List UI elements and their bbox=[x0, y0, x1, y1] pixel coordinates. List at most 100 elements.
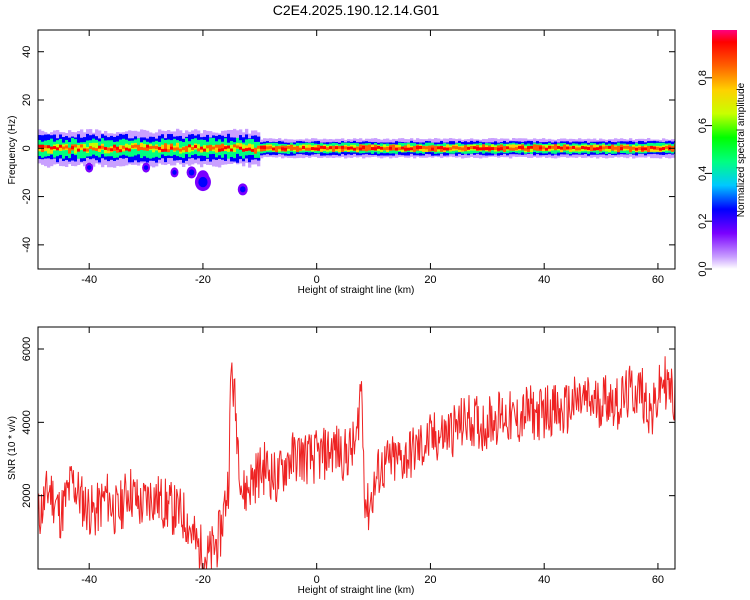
heatmap-cell bbox=[347, 146, 351, 150]
heatmap-cell bbox=[176, 142, 180, 149]
heatmap-cell bbox=[74, 147, 78, 154]
heatmap-cell bbox=[167, 144, 171, 151]
heatmap-cell bbox=[41, 146, 45, 153]
heatmap-cell bbox=[524, 147, 528, 151]
heatmap-cell bbox=[56, 147, 60, 151]
heatmap-cell bbox=[488, 147, 492, 151]
heatmap-cell bbox=[92, 147, 96, 151]
heatmap-cell bbox=[365, 147, 369, 151]
heatmap-cell bbox=[164, 143, 168, 150]
heatmap-cell bbox=[578, 147, 582, 151]
heatmap-cell bbox=[125, 143, 129, 150]
heatmap-cell bbox=[359, 147, 363, 151]
heatmap-cell bbox=[323, 146, 327, 150]
heatmap-cell bbox=[584, 146, 588, 150]
heatmap-cell bbox=[221, 148, 225, 152]
heatmap-cell bbox=[98, 145, 102, 152]
heatmap-cell bbox=[308, 144, 312, 151]
page-title: C2E4.2025.190.12.14.G01 bbox=[273, 2, 440, 18]
heatmap-cell bbox=[506, 146, 510, 150]
heatmap-cell bbox=[494, 147, 498, 151]
heatmap-cell bbox=[512, 144, 516, 151]
y-tick-label: -20 bbox=[21, 189, 33, 205]
heatmap-cell bbox=[65, 145, 69, 149]
heatmap-cell bbox=[119, 145, 123, 152]
heatmap-cell bbox=[596, 147, 600, 151]
heatmap-cell bbox=[119, 149, 123, 153]
heatmap-cell bbox=[362, 145, 366, 149]
spectrogram-x-axis-label: Height of straight line (km) bbox=[298, 285, 415, 296]
heatmap-cell bbox=[149, 142, 153, 159]
heatmap-patch bbox=[239, 186, 246, 193]
heatmap-cell bbox=[83, 148, 87, 152]
heatmap-cell bbox=[455, 146, 459, 150]
heatmap-cell bbox=[449, 147, 453, 151]
heatmap-cell bbox=[188, 146, 192, 153]
heatmap-cell bbox=[224, 146, 228, 150]
colorbar-tick-label: 0.8 bbox=[697, 70, 709, 85]
heatmap-cell bbox=[602, 146, 606, 150]
x-tick-label: 60 bbox=[652, 274, 664, 286]
heatmap-cell bbox=[77, 148, 81, 152]
heatmap-cell bbox=[311, 147, 315, 151]
heatmap-cell bbox=[386, 146, 390, 150]
heatmap-cell bbox=[575, 147, 579, 151]
heatmap-cell bbox=[176, 147, 180, 151]
heatmap-cell bbox=[566, 146, 570, 150]
heatmap-cell bbox=[80, 142, 84, 159]
colorbar-tick-label: 0.4 bbox=[697, 166, 709, 181]
spectrogram-heatmap bbox=[38, 128, 675, 196]
heatmap-cell bbox=[401, 146, 405, 150]
heatmap-cell bbox=[380, 146, 384, 150]
heatmap-cell bbox=[626, 145, 630, 149]
y-tick-label: 2000 bbox=[21, 483, 33, 507]
colorbar-gradient bbox=[712, 30, 737, 269]
heatmap-cell bbox=[89, 146, 93, 150]
heatmap-cell bbox=[263, 146, 267, 150]
heatmap-cell bbox=[206, 145, 210, 149]
heatmap-cell bbox=[251, 144, 255, 151]
heatmap-cell bbox=[308, 147, 312, 151]
heatmap-cell bbox=[95, 148, 99, 152]
heatmap-cell bbox=[116, 146, 120, 150]
y-tick-label: 6000 bbox=[21, 337, 33, 361]
x-tick-label: 40 bbox=[538, 274, 550, 286]
heatmap-cell bbox=[71, 146, 75, 150]
heatmap-cell bbox=[170, 146, 174, 150]
heatmap-cell bbox=[266, 146, 270, 150]
heatmap-cell bbox=[329, 146, 333, 150]
heatmap-cell bbox=[191, 146, 195, 150]
heatmap-cell bbox=[62, 146, 66, 150]
heatmap-cell bbox=[80, 144, 84, 148]
heatmap-cell bbox=[533, 146, 537, 150]
heatmap-cell bbox=[254, 148, 258, 152]
heatmap-cell bbox=[59, 145, 63, 152]
heatmap-cell bbox=[407, 144, 411, 151]
heatmap-cell bbox=[233, 146, 237, 153]
heatmap-cell bbox=[104, 146, 108, 150]
heatmap-cell bbox=[353, 147, 357, 151]
heatmap-cell bbox=[239, 146, 243, 150]
heatmap-cell bbox=[155, 145, 159, 149]
x-tick-label: 20 bbox=[424, 574, 436, 586]
heatmap-cell bbox=[512, 147, 516, 151]
heatmap-cell bbox=[137, 145, 141, 149]
heatmap-cell bbox=[122, 145, 126, 149]
heatmap-cell bbox=[542, 146, 546, 150]
heatmap-cell bbox=[179, 148, 183, 152]
heatmap-cell bbox=[125, 147, 129, 151]
heatmap-cell bbox=[293, 146, 297, 150]
heatmap-cell bbox=[341, 145, 345, 149]
heatmap-cell bbox=[227, 145, 231, 152]
heatmap-cell bbox=[665, 145, 669, 149]
heatmap-cell bbox=[521, 146, 525, 150]
heatmap-cell bbox=[554, 146, 558, 150]
heatmap-cell bbox=[146, 144, 150, 151]
x-tick-label: 0 bbox=[314, 574, 320, 586]
heatmap-cell bbox=[59, 144, 63, 148]
heatmap-cell bbox=[509, 147, 513, 151]
heatmap-cell bbox=[215, 146, 219, 153]
heatmap-cell bbox=[47, 147, 51, 154]
heatmap-cell bbox=[527, 146, 531, 150]
colorbar: 0.0 0.2 0.4 0.6 0.8 Normalized spectral ampl… bbox=[697, 30, 747, 277]
